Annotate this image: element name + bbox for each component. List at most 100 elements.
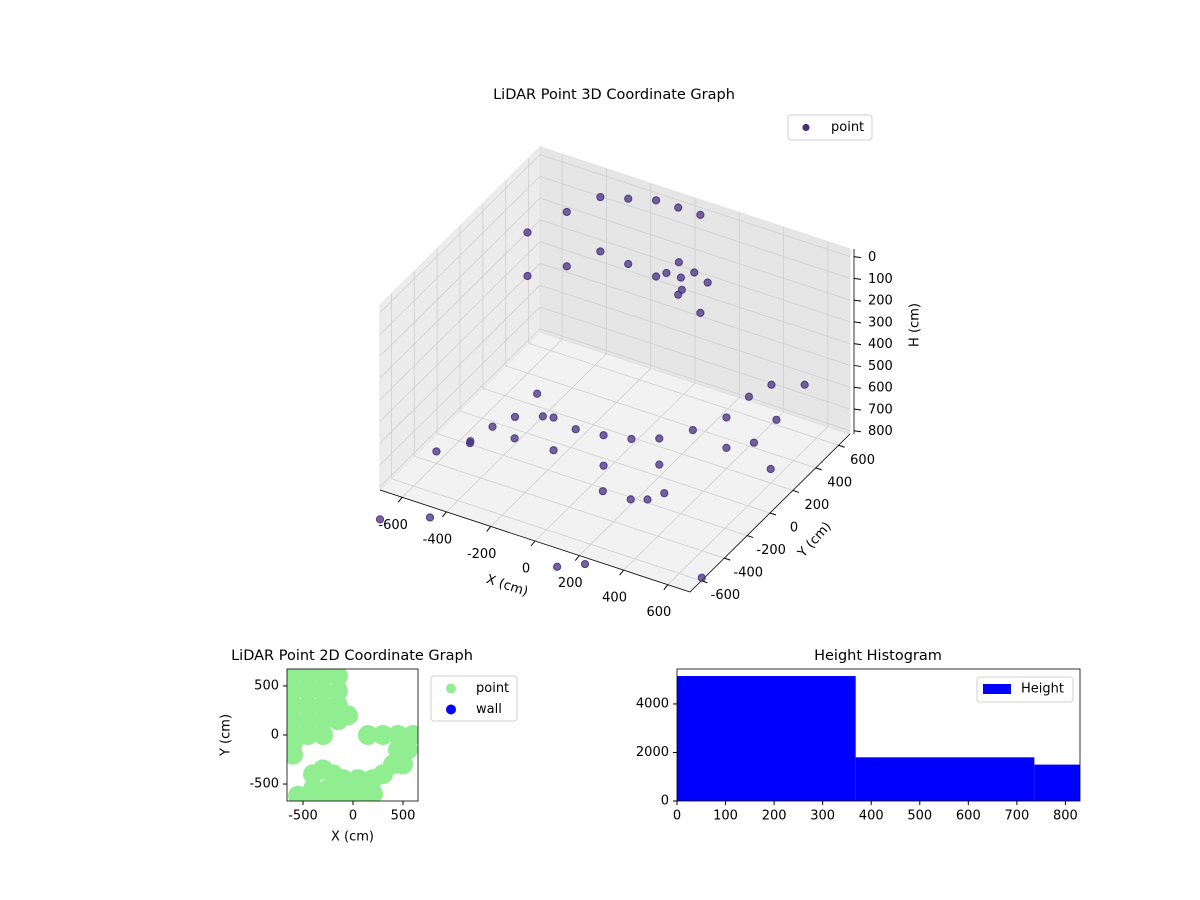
x-tick-label: -600 <box>378 518 408 533</box>
x-tick-label: 100 <box>713 809 738 824</box>
data-point <box>298 695 318 716</box>
x-tick-label: 200 <box>762 809 787 824</box>
data-point <box>660 489 669 498</box>
grid-line <box>414 455 725 559</box>
grid-line <box>539 328 851 432</box>
data-point <box>749 438 759 447</box>
legend-marker <box>983 684 1011 694</box>
x-tick-label: 300 <box>810 809 835 824</box>
plot-area <box>677 676 1080 801</box>
data-point <box>510 434 519 443</box>
grid-line <box>539 306 851 410</box>
grid-line <box>437 433 748 536</box>
chart-title: LiDAR Point 2D Coordinate Graph <box>231 648 473 664</box>
data-point <box>287 744 303 765</box>
data-point <box>553 562 562 571</box>
z-tick-label: 300 <box>868 315 893 330</box>
data-point <box>674 258 683 267</box>
data-point <box>599 431 608 440</box>
data-point <box>510 412 520 422</box>
z-tick-label: 700 <box>868 402 893 417</box>
y-tick-label: 600 <box>850 453 875 468</box>
data-point <box>599 461 608 470</box>
x-tick-label: -200 <box>467 547 497 562</box>
z-tick-label: 100 <box>868 272 893 287</box>
y-tick-label: 200 <box>804 498 829 513</box>
data-point <box>375 515 385 524</box>
grid-line <box>379 176 541 335</box>
y-tick-label: 500 <box>254 678 279 693</box>
grid-line <box>379 263 541 422</box>
x-tick-label: 600 <box>646 605 671 620</box>
legend-box <box>976 676 1074 703</box>
grid-line <box>482 388 793 491</box>
tick-mark <box>724 557 731 561</box>
grid-line <box>459 410 771 514</box>
axis-line <box>689 433 851 593</box>
data-point <box>488 422 497 431</box>
data-point <box>655 460 664 469</box>
chart-title: Height Histogram <box>814 648 942 664</box>
grid-line <box>539 284 851 388</box>
tick-mark <box>853 343 862 346</box>
data-point <box>323 764 343 785</box>
grid-line <box>379 284 541 444</box>
x-tick-label: 700 <box>1004 809 1029 824</box>
axis-line <box>379 489 691 593</box>
z-axis-label: H (cm) <box>908 303 923 347</box>
grid-line <box>379 154 541 313</box>
y-tick-label: -600 <box>711 588 741 603</box>
data-point <box>596 247 605 256</box>
histogram-bar <box>855 757 1035 801</box>
grid-line <box>379 328 541 488</box>
data-point <box>466 437 475 446</box>
y-axis-label: Y (cm) <box>795 519 835 561</box>
legend-box <box>787 114 873 141</box>
grid-line <box>539 241 851 345</box>
tick-mark <box>397 496 403 503</box>
tick-mark <box>853 386 862 389</box>
x-tick-label: 400 <box>859 809 884 824</box>
legend-marker <box>446 704 456 715</box>
x-tick-label: 500 <box>391 809 416 824</box>
grid-line <box>539 176 851 279</box>
data-point <box>624 259 633 269</box>
data-point <box>373 725 393 745</box>
tick-mark <box>853 430 862 433</box>
grid-line <box>505 365 816 469</box>
tick-mark <box>442 511 447 518</box>
data-point <box>523 271 532 281</box>
data-point <box>571 425 580 434</box>
x-tick-label: 600 <box>956 809 981 824</box>
z-tick-label: 200 <box>868 294 893 309</box>
data-point <box>766 464 775 474</box>
grid-line <box>539 263 851 366</box>
data-point <box>626 495 635 504</box>
data-point <box>523 228 532 237</box>
data-point <box>627 434 636 444</box>
z-tick-label: 600 <box>868 381 893 396</box>
data-point <box>313 725 333 745</box>
data-point <box>651 196 661 205</box>
data-point <box>298 669 318 687</box>
data-point <box>318 785 338 801</box>
data-point <box>538 412 547 421</box>
grid-line <box>379 306 541 466</box>
data-point <box>722 443 731 452</box>
grid-line <box>391 478 702 582</box>
data-point <box>580 559 590 569</box>
x-tick-label: 0 <box>673 809 681 824</box>
tick-mark <box>746 535 754 539</box>
data-point <box>596 192 605 202</box>
x-tick-label: 0 <box>522 562 530 577</box>
data-point <box>624 194 633 203</box>
data-point <box>333 785 353 801</box>
data-point <box>696 210 705 220</box>
data-point <box>338 705 358 726</box>
data-point <box>432 447 441 456</box>
data-point <box>348 785 368 801</box>
data-point <box>388 725 408 745</box>
data-point <box>598 487 607 496</box>
tick-mark <box>853 256 862 259</box>
data-point <box>363 783 383 801</box>
